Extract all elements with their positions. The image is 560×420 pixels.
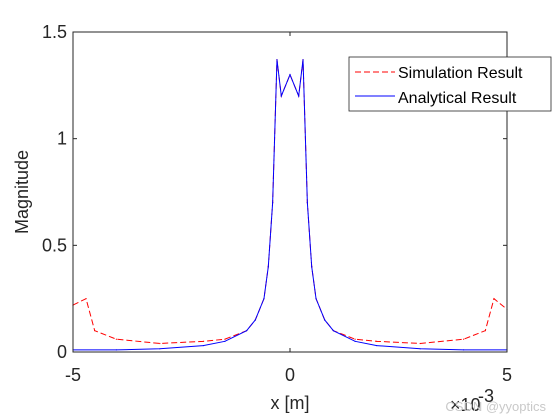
y-tick-label: 0.5 (42, 235, 67, 255)
y-tick-label: 0 (57, 342, 67, 362)
simulation-point (85, 298, 87, 300)
analytical-point (254, 319, 256, 321)
x-tick-label: 0 (285, 365, 295, 385)
analytical-point (159, 348, 161, 350)
analytical-point (376, 345, 378, 347)
analytical-point (306, 202, 308, 204)
legend-analytical-label: Analytical Result (398, 90, 517, 107)
analytical-point (354, 340, 356, 342)
analytical-point (276, 59, 278, 61)
simulation-point (484, 330, 486, 332)
x-exponent-label: ×10 (450, 395, 481, 415)
x-exponent-power: -3 (478, 386, 494, 406)
analytical-point (302, 59, 304, 61)
analytical-point (289, 74, 291, 76)
analytical-point (298, 95, 300, 97)
simulation-point (94, 330, 96, 332)
simulation-point (354, 338, 356, 340)
analytical-point (267, 266, 269, 268)
simulation-point (202, 340, 204, 342)
legend-simulation-label: Simulation Result (398, 65, 523, 82)
analytical-point (272, 202, 274, 204)
watermark: CSDN @yyoptics (445, 399, 546, 414)
analytical-point (280, 95, 282, 97)
analytical-point (246, 330, 248, 332)
y-axis-label: Magnitude (12, 150, 32, 234)
simulation-point (376, 340, 378, 342)
simulation-point (419, 342, 421, 345)
simulation-point (224, 338, 226, 340)
x-tick-label: 5 (502, 365, 512, 385)
ticks-layer: -5 0 5 0 0.5 1 1.5 (42, 22, 512, 385)
analytical-point (419, 348, 421, 350)
analytical-point (224, 340, 226, 342)
analytical-point (202, 345, 204, 347)
series-layer (72, 59, 508, 351)
simulation-point (115, 338, 117, 340)
simulation-point (493, 298, 495, 300)
x-axis-label: x [m] (271, 393, 310, 413)
y-tick-label: 1 (57, 129, 67, 149)
analytical-point (115, 349, 117, 351)
analytical-point (315, 298, 317, 300)
legend-box (348, 56, 552, 112)
x-tick-label: -5 (65, 365, 81, 385)
analytical-point (463, 349, 465, 351)
analytical-point (324, 319, 326, 321)
simulation-point (463, 338, 465, 340)
analytical-point (263, 298, 265, 300)
y-tick-label: 1.5 (42, 22, 67, 42)
analytical-point (311, 266, 313, 268)
legend: Simulation Result Analytical Result (348, 56, 552, 112)
analytical-point (332, 330, 334, 332)
simulation-point (159, 342, 161, 345)
